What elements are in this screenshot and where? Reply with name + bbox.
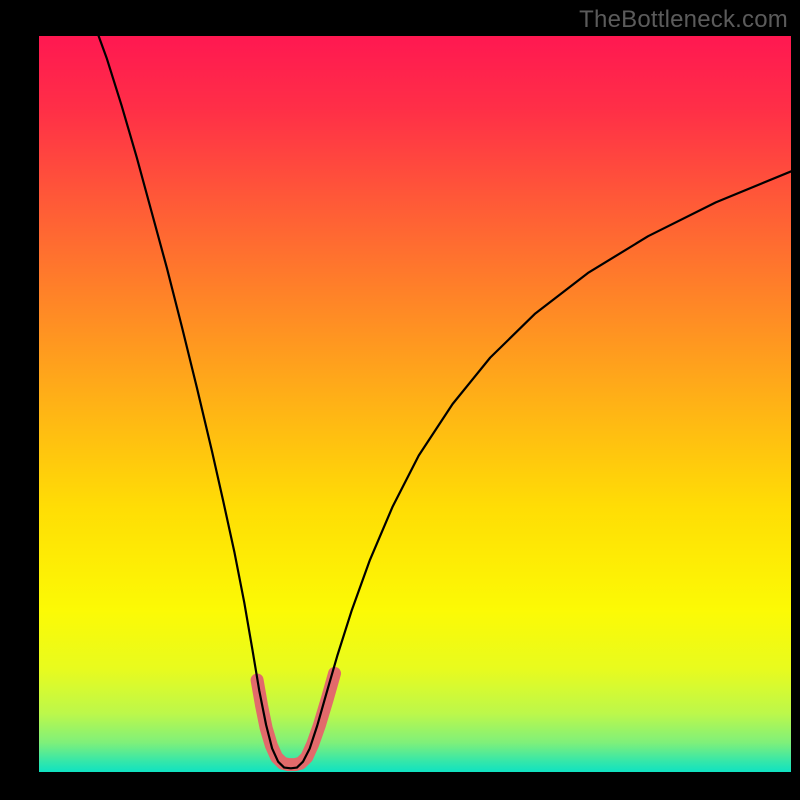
watermark-text: TheBottleneck.com bbox=[579, 6, 788, 34]
plot-svg bbox=[39, 36, 791, 772]
gradient-background bbox=[39, 36, 791, 772]
plot-area bbox=[39, 36, 791, 772]
